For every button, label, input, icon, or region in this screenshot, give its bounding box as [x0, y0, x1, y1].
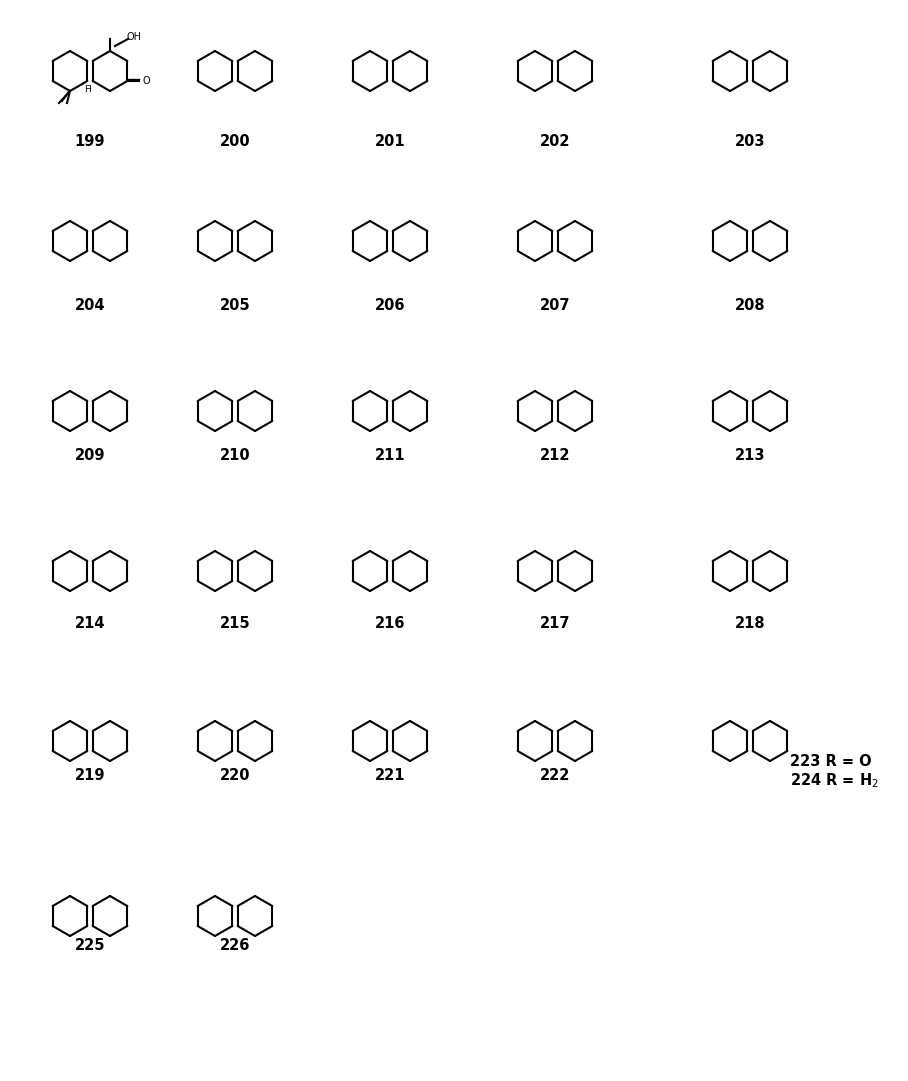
Text: 223 R = O: 223 R = O — [790, 753, 872, 769]
Text: O: O — [143, 76, 150, 86]
Text: 215: 215 — [220, 615, 251, 630]
Text: OH: OH — [126, 32, 142, 42]
Text: 222: 222 — [540, 769, 570, 784]
Text: 225: 225 — [74, 938, 105, 953]
Text: 214: 214 — [74, 615, 105, 630]
Text: 199: 199 — [74, 133, 105, 148]
Text: 209: 209 — [74, 449, 105, 464]
Text: 219: 219 — [74, 769, 105, 784]
Text: 212: 212 — [539, 449, 570, 464]
Text: 210: 210 — [220, 449, 251, 464]
Text: 218: 218 — [735, 615, 765, 630]
Text: H̄: H̄ — [84, 84, 91, 93]
Text: 202: 202 — [539, 133, 570, 148]
Text: 220: 220 — [220, 769, 251, 784]
Text: 200: 200 — [220, 133, 251, 148]
Text: 201: 201 — [375, 133, 405, 148]
Text: 211: 211 — [375, 449, 405, 464]
Text: 204: 204 — [74, 298, 105, 313]
Text: 226: 226 — [220, 938, 251, 953]
Text: 206: 206 — [375, 298, 405, 313]
Text: 224 R = H$_2$: 224 R = H$_2$ — [790, 772, 879, 790]
Text: 208: 208 — [735, 298, 765, 313]
Text: 217: 217 — [539, 615, 570, 630]
Text: 207: 207 — [539, 298, 570, 313]
Text: 203: 203 — [735, 133, 765, 148]
Text: 216: 216 — [375, 615, 405, 630]
Text: 213: 213 — [735, 449, 765, 464]
Text: 205: 205 — [220, 298, 251, 313]
Text: 221: 221 — [375, 769, 405, 784]
